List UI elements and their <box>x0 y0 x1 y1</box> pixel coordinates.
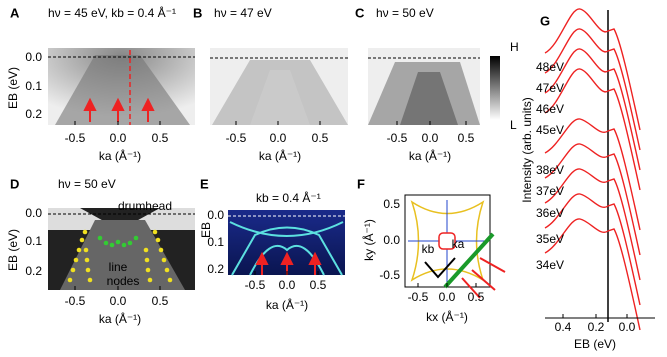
panel-title: hν = 50 eV <box>58 177 116 191</box>
arrows <box>461 257 506 299</box>
curve-label: 47eV <box>536 81 564 95</box>
curve-label: 38eV <box>536 163 564 177</box>
band-shade <box>250 70 310 125</box>
edc-curve <box>544 168 641 281</box>
x-tick-label: 0.0 <box>279 278 296 292</box>
panel-label: C <box>355 5 365 20</box>
arrows <box>83 97 155 122</box>
band-shade <box>400 72 458 125</box>
edc-curve <box>544 218 641 331</box>
panel-label: G <box>540 13 550 28</box>
x-axis-label: EB (eV) <box>574 337 616 351</box>
edc-curve <box>544 28 641 151</box>
band-shade <box>60 220 185 290</box>
colorbar-label: L <box>510 118 517 132</box>
edc-curve <box>544 8 641 131</box>
panel-label: B <box>193 5 202 20</box>
x-axis-label: ka (Å⁻¹) <box>99 148 141 163</box>
drumhead-dots <box>97 235 139 248</box>
x-tick-label: -0.5 <box>226 131 247 145</box>
x-tick-label: 0.2 <box>588 320 605 334</box>
y-tick-label: 0.0 <box>207 208 224 222</box>
curve-label: 36eV <box>536 206 564 220</box>
annotation: line <box>109 260 128 274</box>
x-tick-label: 0.0 <box>270 131 287 145</box>
y-tick-label: 0.1 <box>25 234 42 248</box>
y-tick-label: 0.1 <box>25 79 42 93</box>
x-tick-label: 0.5 <box>152 131 169 145</box>
edc-curve <box>544 68 641 191</box>
y-axis-label: EB (eV) <box>6 229 20 271</box>
k-vectors <box>424 257 456 279</box>
panel-title: hν = 50 eV <box>376 6 434 20</box>
x-tick-label: -0.5 <box>65 294 86 308</box>
y-tick-label: 0.2 <box>207 262 224 276</box>
x-axis-label: ka (Å⁻¹) <box>99 311 141 326</box>
y-axis-label: EB (eV) <box>6 67 20 109</box>
edc-curve <box>544 193 641 306</box>
x-tick-label: -0.5 <box>387 131 408 145</box>
y-axis-label: EB <box>199 222 213 238</box>
y-tick-label: 0.0 <box>383 233 400 247</box>
curve-label: 35eV <box>536 232 564 246</box>
panel-title: kb = 0.4 Å⁻¹ <box>256 190 321 205</box>
x-tick-label: 0.5 <box>310 278 327 292</box>
x-tick-label: 0.5 <box>312 131 329 145</box>
colorbar <box>490 56 500 120</box>
x-tick-label: 0.0 <box>619 320 636 334</box>
y-tick-label: 0.0 <box>25 50 42 64</box>
x-axis-label: ka (Å⁻¹) <box>266 297 308 312</box>
x-tick-label: 0.5 <box>468 290 485 304</box>
x-axis-label: ka (Å⁻¹) <box>409 148 451 163</box>
panel-title: hν = 45 eV, kb = 0.4 Å⁻¹ <box>48 5 176 20</box>
edc-curve <box>544 118 641 231</box>
line-node-dots <box>67 229 173 283</box>
annotation: nodes <box>107 274 140 288</box>
edc-curve <box>544 143 641 256</box>
pocket <box>438 232 456 250</box>
annotation: ka <box>452 237 465 251</box>
edc-curve <box>544 48 641 171</box>
y-axis-label: ky (Å⁻¹) <box>361 219 376 261</box>
y-tick-label: 0.2 <box>25 107 42 121</box>
panel-label: F <box>357 176 365 191</box>
curve-label: 34eV <box>536 258 564 272</box>
arrows <box>255 251 322 275</box>
panel-label: E <box>200 176 209 191</box>
panel-label: D <box>10 176 19 191</box>
x-tick-label: 0.0 <box>110 294 127 308</box>
x-tick-label: 0.4 <box>555 320 572 334</box>
cut-line <box>443 232 495 289</box>
curve-label: 45eV <box>536 123 564 137</box>
annotation: kb <box>422 242 435 256</box>
x-tick-label: 0.0 <box>422 131 439 145</box>
y-axis-label: Intensity (arb. units) <box>520 97 534 202</box>
y-tick-label: 0.1 <box>207 235 224 249</box>
x-tick-label: -0.5 <box>408 290 429 304</box>
x-axis-label: kx (Å⁻¹) <box>426 309 468 324</box>
x-tick-label: 0.0 <box>439 290 456 304</box>
annotation: drumhead <box>118 199 172 213</box>
x-tick-label: 0.5 <box>152 294 169 308</box>
curve-label: 46eV <box>536 102 564 116</box>
panel-title: hν = 47 eV <box>214 6 272 20</box>
panel-label: A <box>10 5 20 20</box>
y-tick-label: 0.2 <box>25 264 42 278</box>
y-tick-label: 0.5 <box>383 197 400 211</box>
x-axis-label: ka (Å⁻¹) <box>259 148 301 163</box>
x-tick-label: -0.5 <box>65 131 86 145</box>
curve-label: 37eV <box>536 184 564 198</box>
x-tick-label: 0.5 <box>458 131 475 145</box>
edc-curves <box>544 8 641 331</box>
y-tick-label: 0.0 <box>25 206 42 220</box>
curve-label: 48eV <box>536 60 564 74</box>
x-tick-label: -0.5 <box>245 278 266 292</box>
x-tick-label: 0.0 <box>110 131 127 145</box>
y-tick-label: -0.5 <box>379 268 400 282</box>
colorbar-label: H <box>510 40 519 54</box>
